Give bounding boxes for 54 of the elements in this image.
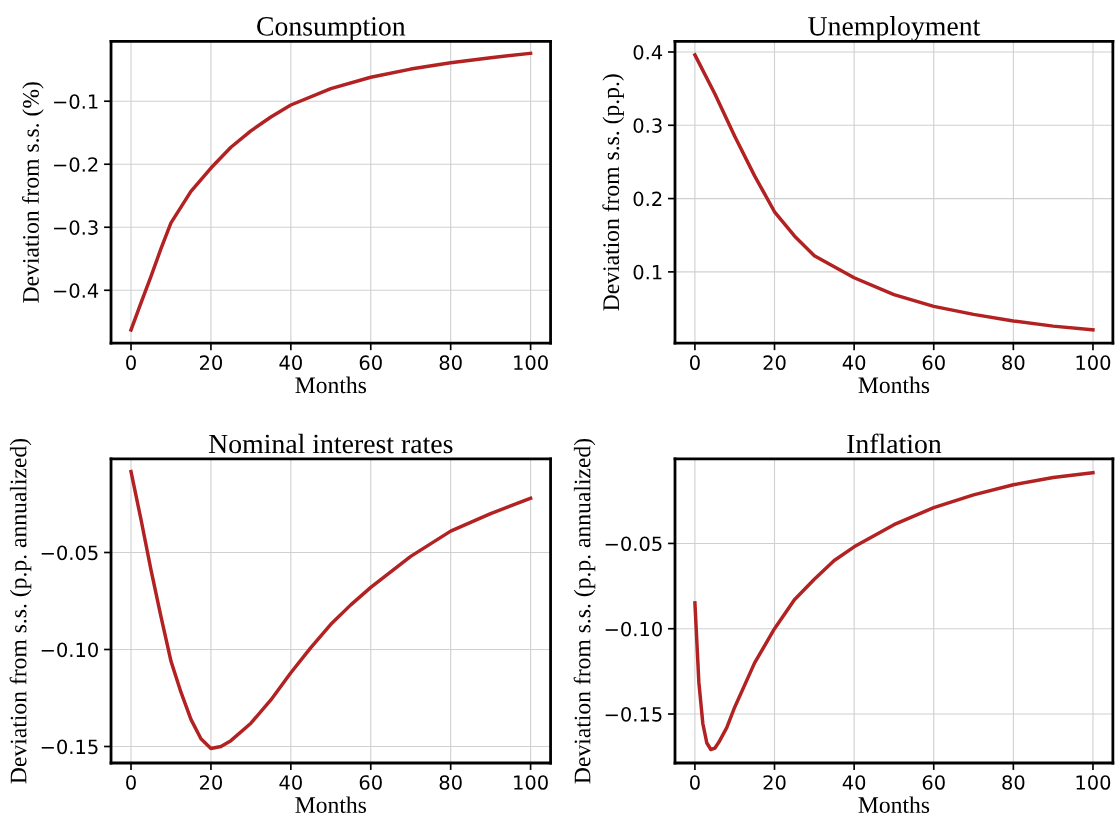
x-tick-label: 60 [922,355,945,371]
line-series [129,469,533,751]
x-axis-title: Months [858,376,930,394]
x-tick-label: 100 [514,355,548,371]
x-tick-label: 40 [842,355,866,371]
x-tick-label: 40 [279,775,302,790]
y-tick-label: −0.10 [605,621,662,637]
y-tick-label: 0.4 [633,44,663,60]
line-series [129,51,533,332]
chart-title: Inflation [847,433,942,454]
x-tick-label: 60 [922,775,945,790]
y-tick-label: −0.4 [54,283,99,298]
chart-title: Nominal interest rates [208,433,453,454]
x-tick-label: 100 [1076,775,1111,790]
x-axis-title: Months [295,376,367,394]
y-tick-label: −0.05 [41,545,98,561]
x-tick-label: 0 [690,775,700,790]
x-axis-title: Months [295,796,367,814]
chart-title: Consumption [257,17,406,42]
y-tick-label: −0.1 [54,94,98,109]
x-tick-label: 80 [1002,775,1025,790]
y-tick-label: −0.3 [54,220,98,235]
y-tick-label: −0.05 [605,536,662,552]
line-series [693,53,1095,332]
y-axis-title: Deviation from s.s. (p.p. annualized) [573,438,596,784]
x-tick-label: 40 [842,775,866,790]
x-tick-label: 20 [199,775,223,790]
y-axis-title: Deviation from s.s. (p.p. annualized) [9,438,32,784]
x-axis-title: Months [858,796,930,814]
x-tick-label: 60 [359,775,382,790]
y-axis-title: Deviation from s.s. (%) [22,82,44,303]
x-tick-label: 100 [514,775,548,790]
y-tick-label: −0.15 [605,706,662,722]
y-tick-label: 0.3 [633,118,662,133]
y-tick-label: −0.10 [41,642,98,658]
y-tick-label: −0.2 [54,157,98,172]
x-tick-label: 20 [199,355,223,371]
x-tick-label: 80 [1002,355,1025,371]
line-series [693,470,1095,752]
y-tick-label: −0.15 [41,739,98,755]
x-tick-label: 20 [763,355,786,371]
y-tick-label: 0.1 [633,264,662,280]
x-tick-label: 100 [1076,355,1111,371]
x-tick-label: 20 [763,775,786,790]
chart-title: Unemployment [808,16,981,42]
x-tick-label: 0 [126,355,136,371]
y-tick-label: 0.2 [633,191,662,207]
x-tick-label: 80 [439,775,462,790]
x-tick-label: 0 [126,775,136,790]
x-tick-label: 80 [439,355,462,371]
x-tick-label: 40 [279,355,302,371]
x-tick-label: 60 [359,355,382,371]
x-tick-label: 0 [690,355,700,371]
y-axis-title: Deviation from s.s. (p.p.) [602,74,624,311]
